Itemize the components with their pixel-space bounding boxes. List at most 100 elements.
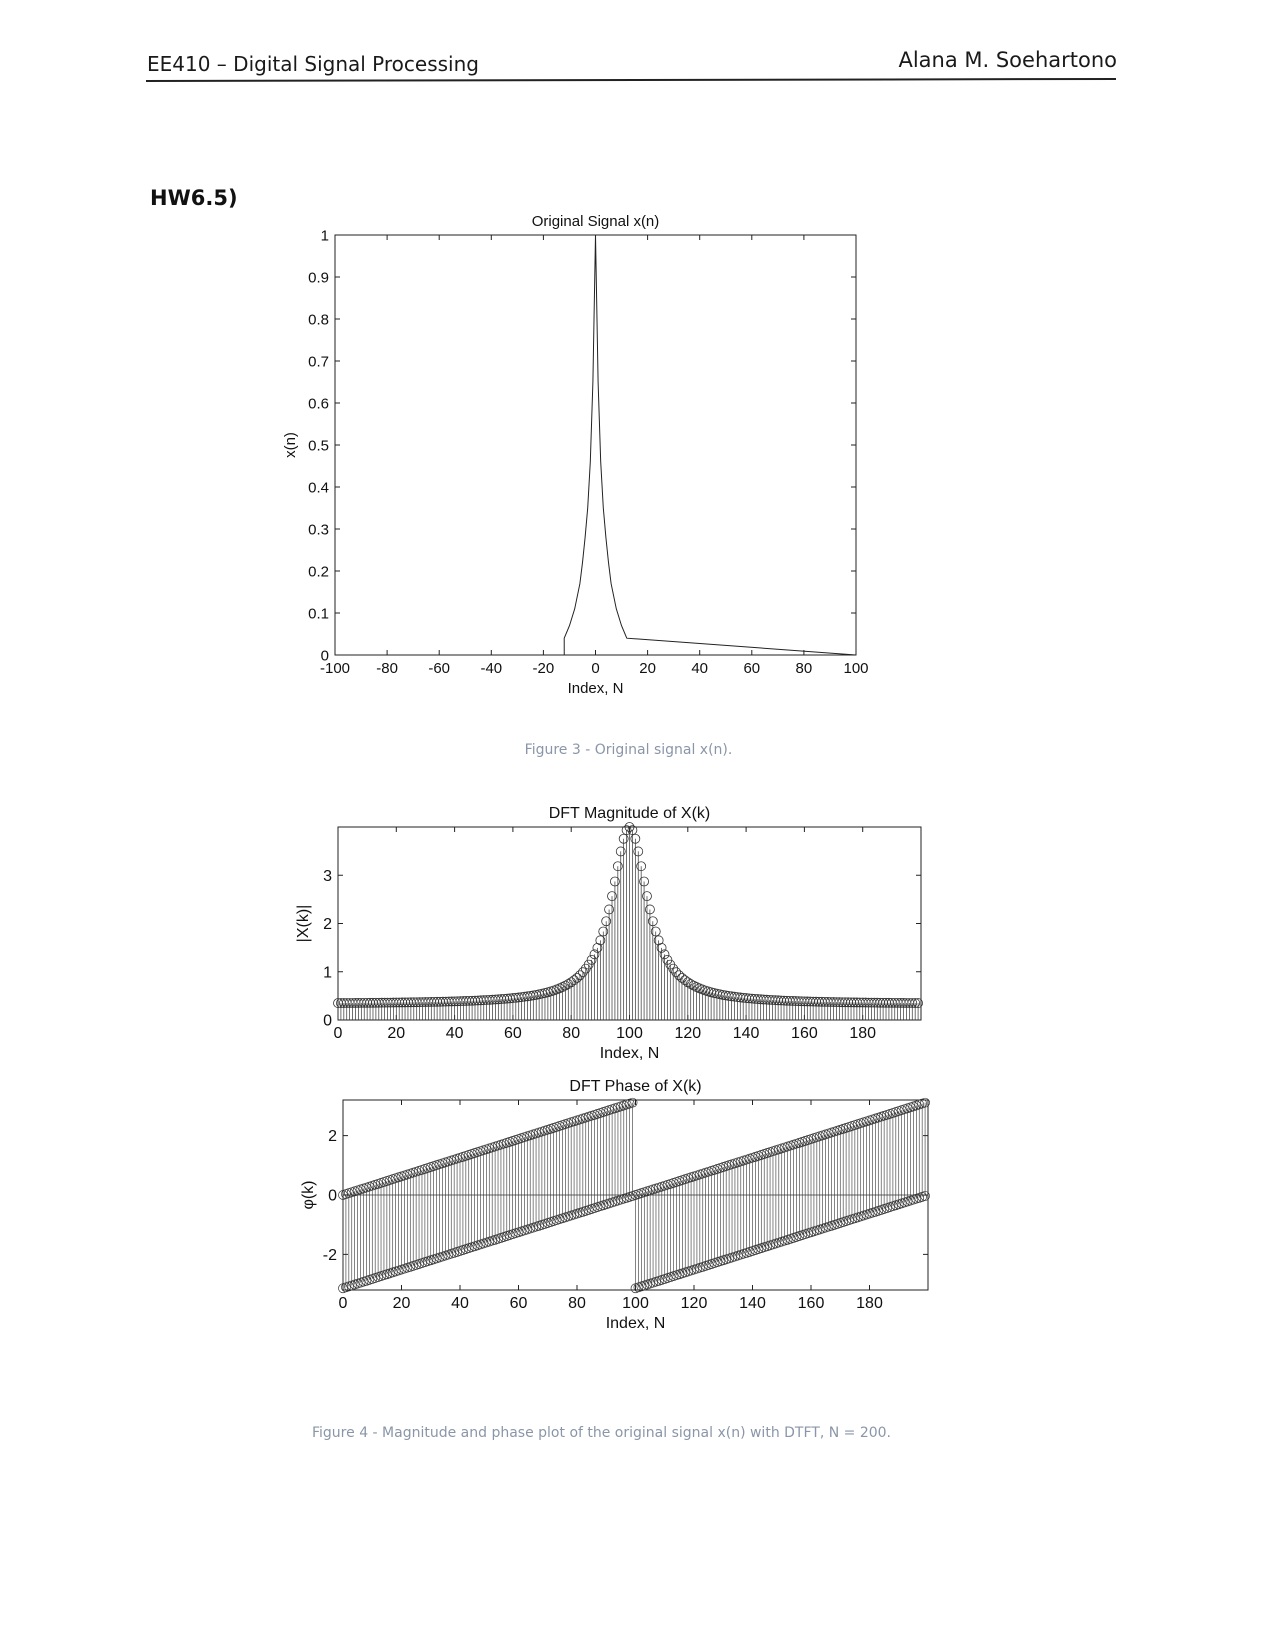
fig4a-x-axis-label: Index, N — [600, 1045, 660, 1062]
fig4a-marker — [621, 825, 632, 835]
fig4a-marker — [604, 904, 614, 915]
fig4a-marker — [560, 980, 571, 991]
fig4a-marker — [630, 833, 641, 844]
fig4b-x-tick-label: 80 — [568, 1295, 586, 1312]
fig3-y-tick-label: 0 — [321, 647, 329, 664]
fig4a-x-tick-label: 0 — [334, 1025, 343, 1042]
fig4a-marker — [615, 846, 626, 857]
fig4a-marker — [636, 861, 647, 872]
figure-3-chart: -100 -80 -60 -40 -20 0 20 40 60 80 100 0 0.1 0.2 0.3 0.… — [282, 213, 869, 697]
fig4a-x-tick-label: 140 — [733, 1025, 760, 1042]
fig4b-x-tick-label: 40 — [451, 1295, 469, 1312]
fig3-y-tick-label: 0.8 — [308, 311, 329, 328]
fig3-x-tick-label: 100 — [843, 660, 868, 677]
fig3-x-axis-label: Index, N — [568, 680, 624, 697]
fig4a-x-tick-label: 20 — [387, 1025, 405, 1042]
fig4a-marker — [563, 979, 574, 989]
figure-4-caption: Figure 4 - Magnitude and phase plot of t… — [312, 1425, 892, 1441]
fig4a-marker — [592, 942, 603, 953]
fig4a-x-tick-label: 40 — [446, 1025, 464, 1042]
fig4a-marker — [659, 949, 670, 960]
fig4a-y-axis-label: |X(k)| — [295, 905, 312, 943]
fig4a-x-tick-label: 120 — [674, 1025, 701, 1042]
fig4a-marker — [572, 972, 582, 983]
fig3-x-tick-label: -20 — [533, 660, 555, 677]
fig4a-marker — [682, 977, 693, 988]
fig3-x-tick-label: 40 — [691, 660, 708, 677]
fig4a-marker — [907, 998, 918, 1008]
fig4b-y-tick-label: 2 — [328, 1128, 337, 1145]
fig4a-marker — [653, 935, 664, 946]
fig4b-x-tick-label: 20 — [393, 1295, 411, 1312]
fig3-x-tick-label: -80 — [376, 660, 398, 677]
fig3-y-tick-label: 0.4 — [308, 479, 329, 496]
fig3-y-tick-label: 0.9 — [308, 269, 329, 286]
fig3-y-tick-label: 0.5 — [308, 437, 329, 454]
fig3-x-tick-label: 20 — [639, 660, 656, 677]
fig4a-marker — [627, 825, 638, 835]
fig4a-x-tick-label: 100 — [616, 1025, 643, 1042]
fig4a-y-tick-label: 1 — [323, 964, 332, 981]
fig4a-title: DFT Magnitude of X(k) — [549, 805, 711, 822]
fig4a-marker — [607, 891, 617, 902]
fig4a-x-tick-label: 80 — [562, 1025, 580, 1042]
figure-3-caption: Figure 3 - Original signal x(n). — [524, 742, 733, 758]
fig4b-x-tick-label: 0 — [339, 1295, 348, 1312]
fig4a-marker — [577, 967, 588, 978]
fig4b-x-tick-label: 120 — [681, 1295, 708, 1312]
fig3-x-tick-label: -40 — [480, 660, 502, 677]
fig4b-x-tick-label: 160 — [798, 1295, 825, 1312]
fig4b-x-axis-label: Index, N — [606, 1315, 666, 1332]
fig4a-marker — [668, 963, 679, 974]
fig4a-y-tick-label: 0 — [323, 1013, 332, 1030]
fig4b-marker — [627, 1097, 638, 1108]
fig4a-marker — [610, 876, 620, 887]
fig4a-y-tick-label: 2 — [323, 916, 332, 933]
fig3-title: Original Signal x(n) — [532, 213, 660, 230]
fig4a-marker — [662, 954, 673, 965]
fig4b-x-tick-label: 140 — [739, 1295, 766, 1312]
author-name: Alana M. Soehartono — [898, 48, 1117, 72]
fig4a-marker — [601, 916, 612, 927]
fig3-y-tick-label: 1 — [321, 227, 329, 244]
fig4a-marker — [595, 935, 606, 946]
fig4a-marker — [650, 926, 661, 937]
fig4b-title: DFT Phase of X(k) — [569, 1078, 701, 1095]
fig4b-x-tick-label: 180 — [856, 1295, 883, 1312]
fig3-y-tick-label: 0.2 — [308, 563, 329, 580]
fig4a-marker — [639, 876, 649, 887]
fig3-x-tick-label: -60 — [428, 660, 450, 677]
fig4a-marker — [624, 822, 635, 832]
fig4a-marker — [645, 904, 655, 915]
fig3-x-tick-label: -100 — [320, 660, 350, 677]
fig4b-y-tick-label: -2 — [323, 1247, 337, 1264]
fig4a-marker — [598, 926, 609, 937]
fig3-signal-line — [335, 234, 857, 656]
fig3-x-tick-label: 80 — [796, 660, 813, 677]
fig4a-marker — [674, 970, 684, 981]
fig4a-marker — [671, 967, 682, 978]
fig3-y-tick-label: 0.7 — [308, 353, 329, 370]
fig4a-marker — [656, 942, 667, 953]
fig3-y-tick-label: 0.1 — [308, 605, 329, 622]
fig4a-marker — [679, 975, 690, 986]
fig4b-y-axis-label: φ(k) — [300, 1180, 317, 1209]
fig4a-marker — [569, 975, 580, 986]
fig4a-y-tick-label: 3 — [323, 868, 332, 885]
fig4a-marker — [642, 891, 652, 902]
fig4a-marker — [583, 959, 594, 970]
fig4b-stems — [338, 1097, 930, 1294]
fig4a-marker — [618, 833, 629, 844]
fig4a-marker — [612, 861, 623, 872]
fig4a-marker — [575, 970, 585, 981]
fig4b-x-tick-label: 60 — [510, 1295, 528, 1312]
fig4a-marker — [633, 846, 644, 857]
fig4a-x-tick-label: 160 — [791, 1025, 818, 1042]
fig4a-stems — [333, 822, 923, 1020]
section-title: HW6.5) — [150, 186, 238, 210]
fig4a-marker — [688, 980, 699, 991]
fig3-x-tick-label: 0 — [591, 660, 599, 677]
fig3-x-tick-label: 60 — [743, 660, 760, 677]
